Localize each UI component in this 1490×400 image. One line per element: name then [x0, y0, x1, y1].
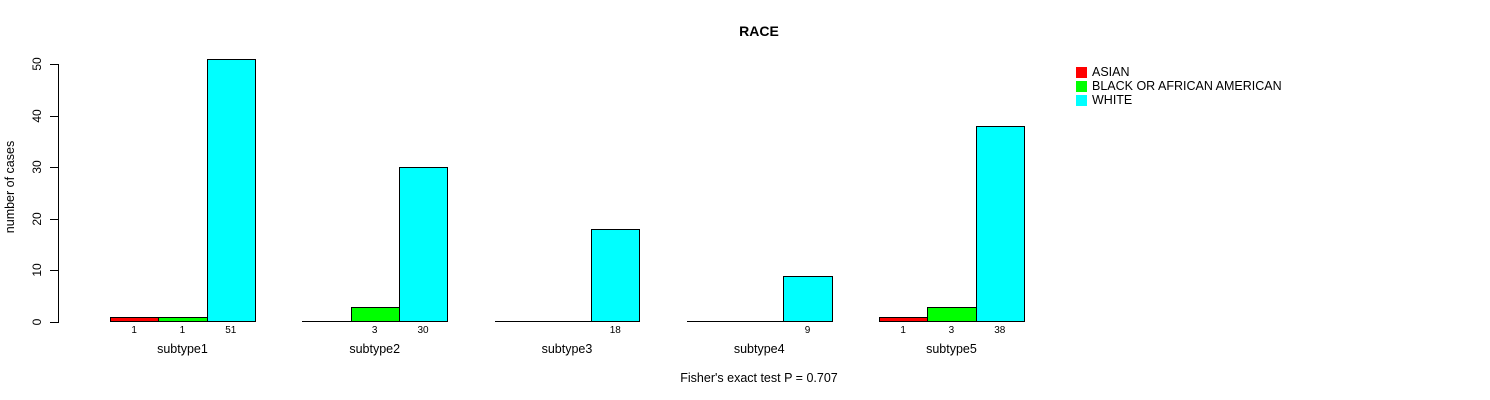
bar-white-subtype1: [206, 59, 256, 322]
bar-black-or-african-american-subtype1: [158, 317, 208, 322]
y-axis-tick: [50, 218, 58, 220]
legend-label: ASIAN: [1092, 64, 1130, 79]
legend-item: BLACK OR AFRICAN AMERICAN: [1076, 79, 1282, 93]
y-axis-tick: [50, 115, 58, 117]
x-category-label-subtype2: subtype2: [349, 342, 401, 356]
y-tick-label: 20: [30, 212, 44, 226]
y-tick-label: 10: [30, 263, 44, 278]
y-axis-line: [58, 64, 59, 323]
bar-value-label: 1: [131, 325, 137, 336]
bar-value-label: 38: [994, 325, 1006, 336]
x-category-label-subtype1: subtype1: [157, 342, 208, 356]
bar-black-or-african-american-subtype5: [927, 307, 977, 322]
legend-swatch-white: [1076, 95, 1087, 107]
stat-annotation: Fisher's exact test P = 0.707: [680, 371, 838, 385]
x-category-label-subtype4: subtype4: [733, 342, 785, 356]
bar-value-label: 51: [225, 325, 237, 336]
legend-item: WHITE: [1076, 94, 1282, 108]
y-tick-label: 50: [30, 57, 44, 71]
legend-item: ASIAN: [1076, 65, 1282, 79]
bar-white-subtype5: [975, 126, 1025, 322]
bar-value-label: 30: [417, 325, 429, 336]
bar-value-label: 1: [179, 325, 186, 336]
legend-label: WHITE: [1092, 93, 1133, 108]
legend: ASIAN BLACK OR AFRICAN AMERICAN WHITE: [1076, 65, 1282, 108]
bar-value-label: 1: [900, 325, 906, 336]
y-axis-tick: [50, 64, 58, 66]
zero-bar-asian-subtype3: [494, 321, 544, 322]
bar-white-subtype4: [783, 276, 833, 322]
y-axis-tick: [50, 167, 58, 169]
y-tick-label: 30: [30, 160, 44, 175]
bar-white-subtype3: [591, 229, 641, 322]
legend-swatch-asian: [1076, 66, 1087, 78]
y-tick-label: 40: [30, 109, 44, 123]
legend-swatch-black-or-african-american: [1076, 80, 1087, 92]
bar-black-or-african-american-subtype2: [350, 307, 400, 322]
bar-value-label: 3: [371, 325, 378, 336]
zero-bar-black-or-african-american-subtype3: [542, 321, 593, 322]
zero-bar-black-or-african-american-subtype4: [735, 321, 785, 322]
y-axis-tick: [50, 322, 58, 323]
y-tick-label: 0: [30, 318, 44, 326]
bar-value-label: 3: [948, 325, 955, 336]
bar-value-label: 18: [609, 325, 621, 336]
bar-white-subtype2: [398, 167, 449, 322]
y-axis-tick: [50, 270, 58, 272]
zero-bar-asian-subtype4: [686, 321, 737, 322]
x-category-label-subtype5: subtype5: [926, 342, 977, 356]
bar-asian-subtype5: [879, 317, 929, 322]
zero-bar-asian-subtype2: [302, 321, 352, 322]
bar-asian-subtype1: [110, 317, 160, 322]
chart-title: RACE: [739, 23, 779, 39]
bar-value-label: 9: [804, 325, 811, 336]
legend-label: BLACK OR AFRICAN AMERICAN: [1092, 79, 1282, 94]
x-category-label-subtype3: subtype3: [541, 342, 593, 356]
